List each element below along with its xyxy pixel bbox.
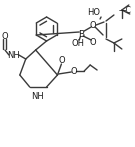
Text: O: O <box>1 31 8 41</box>
Text: OH: OH <box>72 39 85 47</box>
Text: O: O <box>90 20 96 30</box>
Text: O: O <box>58 56 65 65</box>
Text: O: O <box>70 66 77 76</box>
Text: B: B <box>78 30 84 39</box>
Text: O: O <box>90 37 96 46</box>
Text: —C: —C <box>119 5 132 15</box>
Text: HO: HO <box>88 7 101 16</box>
Text: NH: NH <box>31 91 44 101</box>
Text: NH: NH <box>8 51 20 60</box>
